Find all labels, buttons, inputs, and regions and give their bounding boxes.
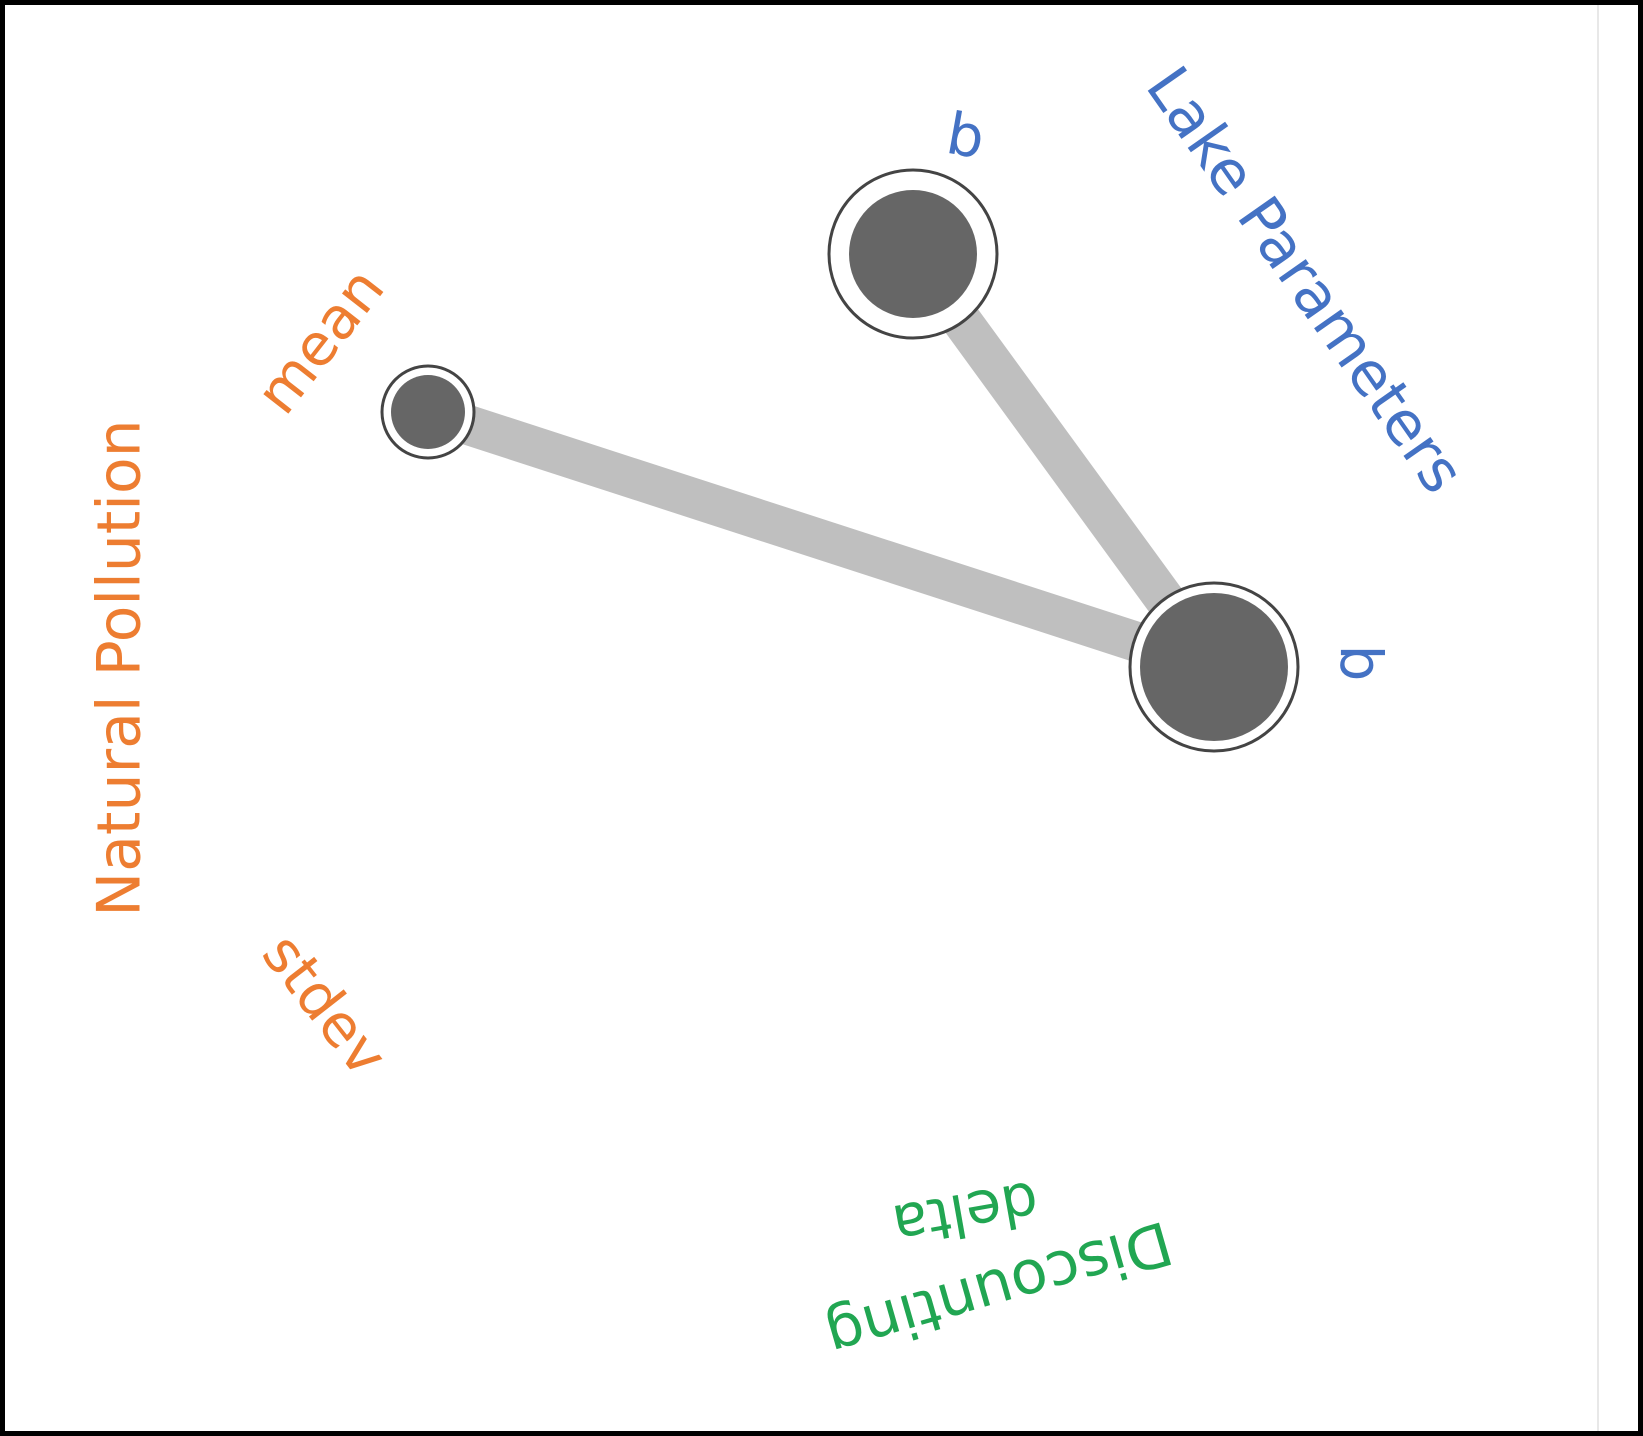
node-q[interactable] xyxy=(827,168,999,340)
label-delta: delta xyxy=(887,1168,1043,1260)
label-stdev: stdev xyxy=(249,921,401,1089)
node-b[interactable] xyxy=(1128,581,1300,753)
group-label-lake-parameters: Lake Parameters xyxy=(1132,54,1477,506)
label-mean: mean xyxy=(243,255,398,426)
label-q: q xyxy=(940,107,988,180)
edge-mean-b xyxy=(421,392,1221,687)
label-b: b xyxy=(1327,645,1395,682)
node-mean[interactable] xyxy=(380,364,476,460)
panel-edge xyxy=(1597,5,1599,1431)
group-label-natural-pollution: Natural Pollution xyxy=(85,419,155,916)
edges xyxy=(421,242,1231,687)
nodes xyxy=(380,168,1300,753)
